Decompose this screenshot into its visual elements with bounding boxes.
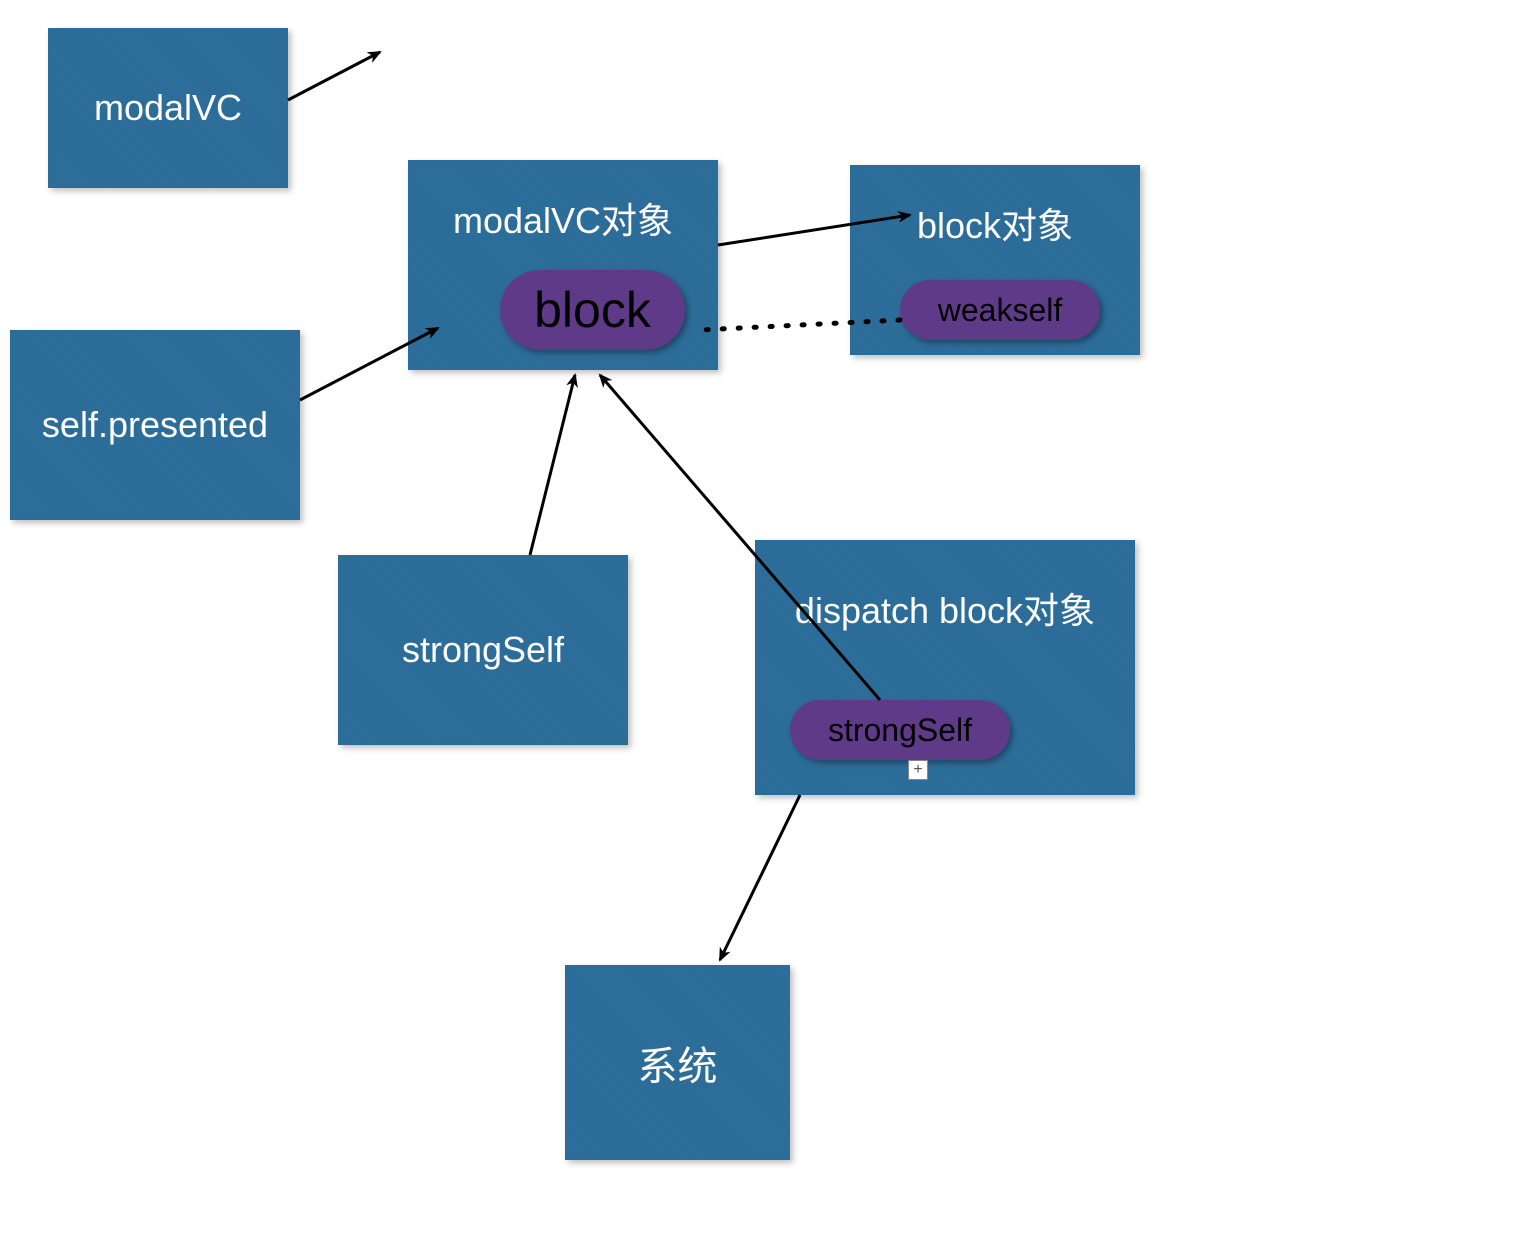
- node-system: 系统: [565, 965, 790, 1160]
- node-self-presented-label: self.presented: [42, 404, 268, 446]
- node-modalvc: modalVC: [48, 28, 288, 188]
- node-modalvc-label: modalVC: [94, 87, 242, 129]
- node-modalvc-obj-label: modalVC对象: [453, 192, 673, 244]
- edge-modalvc-out: [288, 52, 380, 100]
- pill-weakself: weakself: [900, 280, 1100, 340]
- plus-badge: +: [908, 760, 928, 780]
- edge-strongself-to-modalobj: [530, 375, 575, 555]
- node-self-presented: self.presented: [10, 330, 300, 520]
- plus-badge-label: +: [913, 761, 922, 778]
- pill-block: block: [500, 270, 685, 350]
- node-system-label: 系统: [638, 1034, 718, 1092]
- node-block-obj-label: block对象: [917, 197, 1073, 249]
- edge-dispatch-to-system: [720, 795, 800, 960]
- node-strongself: strongSelf: [338, 555, 628, 745]
- pill-block-label: block: [534, 281, 651, 339]
- pill-strongself-label: strongSelf: [828, 712, 972, 749]
- pill-strongself: strongSelf: [790, 700, 1010, 760]
- pill-weakself-label: weakself: [938, 292, 1063, 329]
- node-dispatch-block-label: dispatch block对象: [795, 582, 1095, 634]
- node-strongself-label: strongSelf: [402, 629, 564, 671]
